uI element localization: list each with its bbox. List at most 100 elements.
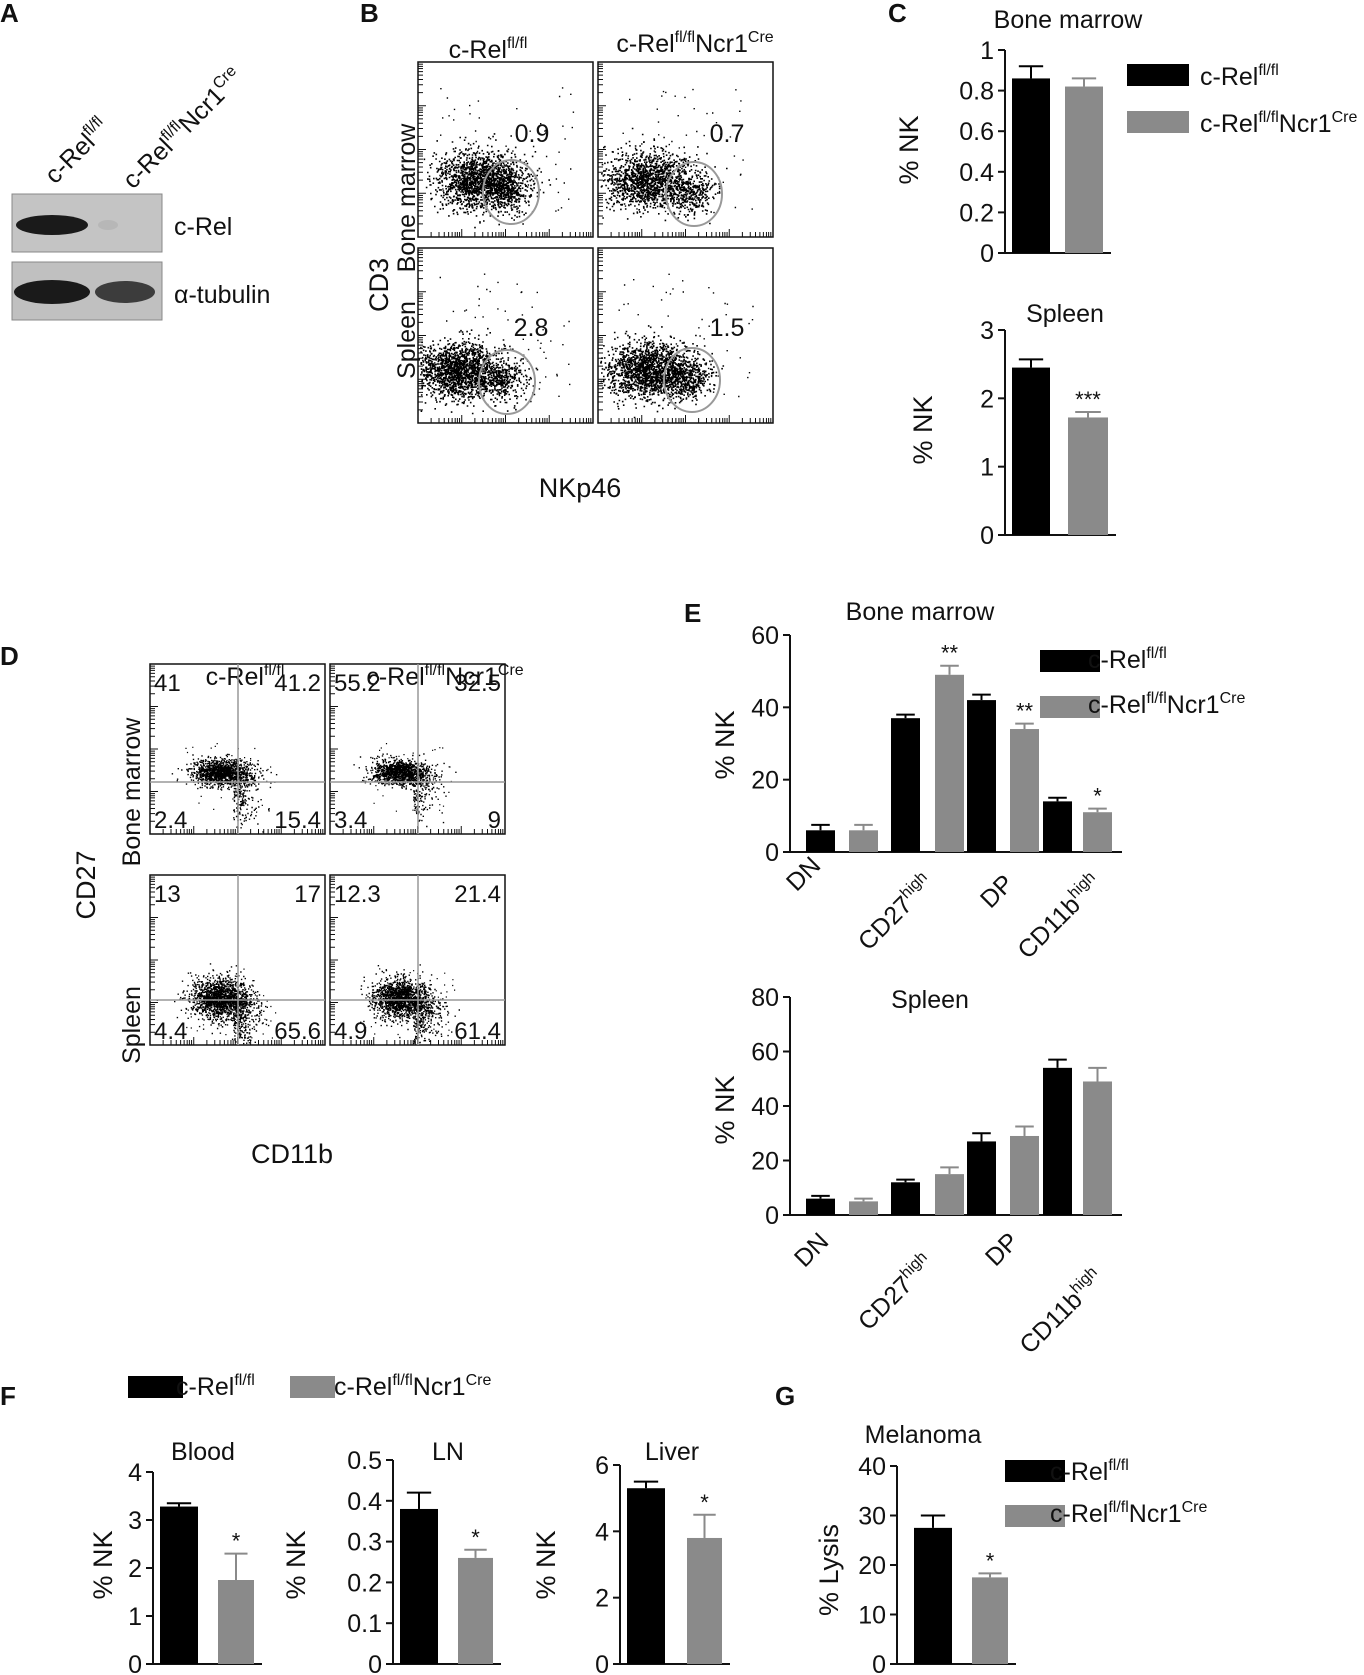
y-tick-label: 60 bbox=[751, 622, 779, 650]
y-tick-label: 1 bbox=[980, 454, 994, 482]
y-tick-label: 0 bbox=[128, 1651, 142, 1675]
quadrant-value: 41.2 bbox=[274, 670, 321, 697]
panel-label-e: E bbox=[684, 598, 701, 628]
panel-label-b: B bbox=[360, 0, 379, 28]
bar bbox=[1065, 86, 1103, 253]
flow-b-row-bm: Bone marrow bbox=[393, 123, 421, 273]
significance-marker: *** bbox=[1075, 387, 1101, 412]
legend-label-ko: c-Relfl/flNcr1Cre bbox=[334, 1372, 491, 1401]
y-tick-label: 20 bbox=[751, 1148, 779, 1176]
y-tick-label: 0.4 bbox=[347, 1488, 382, 1516]
y-tick-label: 2 bbox=[980, 385, 994, 413]
bar bbox=[1010, 729, 1039, 852]
flow-panel-d: c-Relfl/fl c-Relfl/flNcr1Cre Bone marrow… bbox=[71, 662, 524, 1169]
lane-label-ko: c-Relfl/flNcr1Cre bbox=[117, 62, 249, 194]
bar bbox=[687, 1537, 722, 1664]
flow-b-value: 0.9 bbox=[515, 120, 550, 148]
nk-gate bbox=[665, 161, 723, 227]
band-crel-wt bbox=[16, 215, 88, 235]
x-tick-label: CD11bhigh bbox=[1012, 869, 1108, 965]
significance-marker: * bbox=[986, 1548, 995, 1573]
bar bbox=[935, 674, 964, 852]
y-axis-label: % NK bbox=[908, 395, 938, 464]
bar bbox=[806, 830, 835, 852]
flow-events bbox=[156, 963, 277, 1045]
legend-swatch-wt bbox=[1127, 64, 1189, 86]
y-tick-label: 0.2 bbox=[959, 199, 994, 227]
legend-swatch-ko bbox=[290, 1376, 335, 1398]
flow-b-ylabel: CD3 bbox=[364, 258, 394, 312]
y-axis-label: % NK bbox=[710, 710, 740, 779]
y-axis-label: % NK bbox=[531, 1530, 561, 1599]
bar bbox=[218, 1580, 254, 1664]
chart-title: Bone marrow bbox=[994, 6, 1144, 34]
y-tick-label: 0.4 bbox=[959, 159, 994, 187]
y-tick-label: 4 bbox=[128, 1459, 142, 1487]
bar bbox=[627, 1488, 665, 1664]
significance-marker: * bbox=[1093, 784, 1102, 809]
flow-b-value: 2.8 bbox=[514, 314, 549, 342]
bar bbox=[1068, 417, 1108, 535]
western-blot: c-Relfl/fl c-Relfl/flNcr1Cre c-Rel α-tub… bbox=[11, 62, 270, 321]
y-axis-label: % NK bbox=[710, 1075, 740, 1144]
flow-events bbox=[420, 273, 571, 415]
x-tick-label: CD27high bbox=[852, 1249, 939, 1336]
chart-title: Bone marrow bbox=[846, 598, 996, 626]
legend-g: c-Relfl/fl c-Relfl/flNcr1Cre bbox=[1005, 1457, 1207, 1528]
bar bbox=[1010, 1135, 1039, 1215]
flow-d-row-spleen: Spleen bbox=[118, 986, 146, 1064]
y-tick-label: 2 bbox=[128, 1555, 142, 1583]
legend-swatch-ko bbox=[1005, 1505, 1065, 1527]
quadrant-value: 15.4 bbox=[274, 807, 321, 834]
significance-marker: * bbox=[232, 1529, 241, 1554]
flow-plot-frame bbox=[597, 247, 774, 424]
nk-gate bbox=[663, 347, 721, 413]
quadrant-value: 9 bbox=[488, 807, 501, 834]
bar bbox=[849, 1201, 878, 1215]
y-axis-label: % Lysis bbox=[814, 1524, 844, 1616]
x-tick-label: DP bbox=[980, 1227, 1024, 1271]
bar bbox=[1083, 1081, 1112, 1215]
band-crel-ko bbox=[98, 220, 118, 230]
x-tick-label: DN bbox=[781, 851, 826, 896]
bar bbox=[458, 1557, 493, 1664]
flow-panel-b: c-Relfl/fl c-Relfl/flNcr1Cre Bone marrow… bbox=[364, 29, 774, 503]
chart-title: Spleen bbox=[891, 986, 969, 1014]
chart-c-sp: 0 1 2 3 Spleen % NK *** bbox=[908, 300, 1116, 550]
flow-plot-frame bbox=[597, 61, 774, 238]
quadrant-value: 13 bbox=[154, 881, 181, 908]
band-tubulin-wt bbox=[14, 280, 90, 304]
chart-title: Blood bbox=[171, 1438, 235, 1466]
y-tick-label: 3 bbox=[980, 317, 994, 345]
y-tick-label: 2 bbox=[595, 1585, 609, 1613]
bar bbox=[1043, 801, 1072, 852]
bar bbox=[1083, 812, 1112, 852]
y-tick-label: 20 bbox=[858, 1552, 886, 1580]
y-tick-label: 80 bbox=[751, 984, 779, 1012]
flow-events bbox=[360, 964, 460, 1044]
y-tick-label: 0 bbox=[980, 522, 994, 550]
bar bbox=[806, 1198, 835, 1215]
flow-d-xlabel: CD11b bbox=[251, 1139, 333, 1169]
quadrant-value: 65.6 bbox=[274, 1018, 321, 1045]
x-tick-label: CD11bhigh bbox=[1014, 1264, 1110, 1360]
y-tick-label: 4 bbox=[595, 1518, 609, 1546]
quadrant-value: 41 bbox=[154, 670, 181, 697]
flow-plot-frame bbox=[417, 61, 594, 238]
y-tick-label: 40 bbox=[751, 1093, 779, 1121]
flow-d-col-wt: c-Relfl/fl bbox=[206, 662, 285, 691]
flow-events bbox=[600, 88, 753, 225]
significance-marker: ** bbox=[941, 641, 959, 666]
y-tick-label: 0 bbox=[595, 1651, 609, 1675]
chart-title: LN bbox=[432, 1438, 464, 1466]
panel-label-d: D bbox=[0, 641, 19, 671]
flow-events bbox=[353, 743, 457, 829]
chart-f-liver: 0 2 4 6 Liver % NK * bbox=[531, 1438, 730, 1675]
legend-swatch-wt bbox=[128, 1376, 183, 1398]
bar bbox=[1012, 78, 1050, 253]
quadrant-value: 4.4 bbox=[154, 1018, 187, 1045]
quadrant-value: 55.2 bbox=[334, 670, 381, 697]
